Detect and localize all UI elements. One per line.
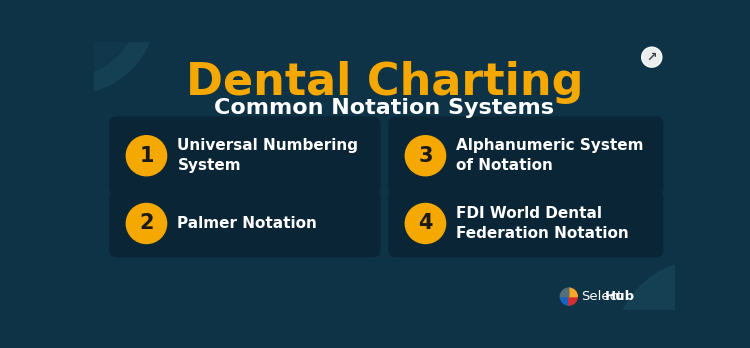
Wedge shape [568,296,578,305]
Circle shape [126,204,166,244]
FancyBboxPatch shape [388,190,663,258]
Wedge shape [560,296,568,305]
Text: Dental Charting: Dental Charting [186,61,584,104]
Circle shape [405,204,445,244]
FancyBboxPatch shape [388,117,663,195]
Text: 2: 2 [140,213,154,234]
Wedge shape [560,288,568,296]
Circle shape [0,0,156,94]
Circle shape [4,0,136,75]
Wedge shape [568,288,578,296]
Text: FDI World Dental
Federation Notation: FDI World Dental Federation Notation [457,206,629,241]
Circle shape [642,47,662,67]
Text: Alphanumeric System
of Notation: Alphanumeric System of Notation [457,138,644,173]
Text: 3: 3 [419,146,433,166]
Text: Select: Select [581,290,622,303]
FancyBboxPatch shape [110,190,380,258]
Text: 1: 1 [140,146,154,166]
Circle shape [126,136,166,176]
Text: Palmer Notation: Palmer Notation [178,216,317,231]
Text: Universal Numbering
System: Universal Numbering System [178,138,358,173]
Text: Common Notation Systems: Common Notation Systems [214,98,554,118]
Circle shape [613,260,750,348]
FancyBboxPatch shape [110,117,380,195]
Text: 4: 4 [419,213,433,234]
Circle shape [405,136,445,176]
Text: ↗: ↗ [646,51,657,64]
Text: Hub: Hub [604,290,634,303]
